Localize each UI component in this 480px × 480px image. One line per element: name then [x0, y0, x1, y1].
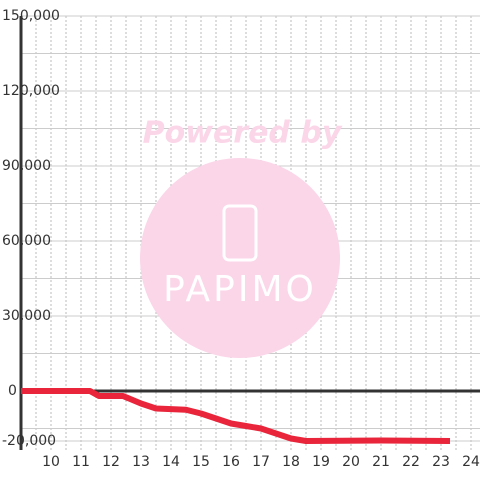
- y-tick-label: 90,000: [2, 158, 51, 174]
- y-tick-label: 150,000: [2, 8, 60, 24]
- watermark: Powered by PAPIMO: [140, 116, 343, 358]
- y-tick-label: -20,000: [2, 433, 56, 449]
- x-tick-label: 22: [402, 454, 420, 470]
- x-tick-label: 12: [102, 454, 120, 470]
- y-tick-label: 120,000: [2, 83, 60, 99]
- x-tick-label: 10: [42, 454, 60, 470]
- watermark-circle: [140, 158, 340, 358]
- x-tick-label: 21: [372, 454, 390, 470]
- x-tick-label: 14: [162, 454, 180, 470]
- x-tick-label: 17: [252, 454, 270, 470]
- x-tick-label: 23: [432, 454, 450, 470]
- x-tick-label: 13: [132, 454, 150, 470]
- watermark-icon: [222, 204, 258, 262]
- data-line: [21, 388, 451, 444]
- x-tick-label: 24: [462, 454, 480, 470]
- x-tick-label: 15: [192, 454, 210, 470]
- x-tick-label: 16: [222, 454, 240, 470]
- watermark-text: Powered by: [143, 116, 343, 151]
- x-tick-label: 11: [72, 454, 90, 470]
- y-tick-label: 60,000: [2, 233, 51, 249]
- y-tick-label: 30,000: [2, 308, 51, 324]
- watermark-logo: PAPIMO: [163, 269, 317, 310]
- y-tick-label: 0: [8, 383, 17, 399]
- x-tick-label: 20: [342, 454, 360, 470]
- x-tick-label: 18: [282, 454, 300, 470]
- x-tick-label: 19: [312, 454, 330, 470]
